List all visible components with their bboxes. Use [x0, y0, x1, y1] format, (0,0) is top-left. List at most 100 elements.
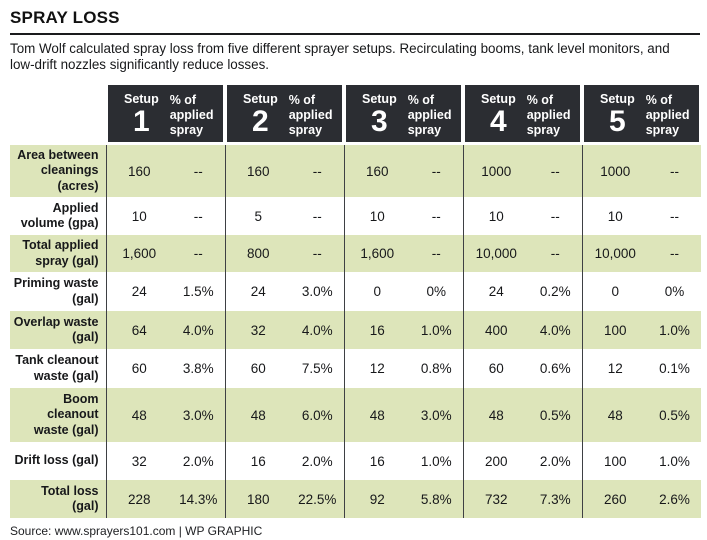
- pct-cell: 0%: [426, 284, 446, 300]
- value-cell: 800: [224, 235, 291, 273]
- pct-cell: 0.8%: [420, 361, 452, 377]
- row-label: Boom cleanout waste (gal): [33, 391, 99, 437]
- value-cell: 32: [105, 442, 172, 481]
- table-row: Total loss (gal) 228 14.3% 180 22.5% 92 5.8% 73…: [10, 480, 701, 519]
- pct-cell: 4.0%: [539, 322, 571, 338]
- pct-cell: 2.0%: [301, 453, 333, 469]
- value-cell: 10,000: [462, 235, 529, 273]
- value-cell: 1,600: [343, 235, 410, 273]
- value-cell: 16: [224, 442, 291, 481]
- table-row: Overlap waste (gal) 64 4.0% 32 4.0% 16 1.0% 400…: [10, 311, 701, 350]
- value-cell: 64: [105, 311, 172, 350]
- value-cell: 48: [224, 388, 291, 443]
- value-cell: 100: [581, 311, 648, 350]
- value-cell: 200: [462, 442, 529, 481]
- pct-of-applied-label: % of applied spray: [407, 93, 452, 138]
- setup-number: 2: [252, 104, 269, 138]
- row-label: Drift loss (gal): [14, 453, 99, 468]
- setup-2-header: Setup 2% of applied spray: [225, 85, 344, 145]
- table-row: Priming waste (gal) 24 1.5% 24 3.0% 0 0% 24 0.2%…: [10, 272, 701, 312]
- pct-cell: --: [312, 163, 322, 179]
- setup-label-group: Setup 5: [589, 93, 646, 138]
- setup-4-header: Setup 4% of applied spray: [463, 85, 582, 145]
- pct-cell: 4.0%: [301, 322, 333, 338]
- pct-cell: 2.0%: [182, 453, 214, 469]
- pct-cell: --: [193, 163, 203, 179]
- pct-cell: 3.0%: [301, 284, 333, 300]
- setup-5-header: Setup 5% of applied spray: [582, 85, 701, 145]
- setup-header-block: Setup 4% of applied spray: [465, 85, 580, 143]
- pct-cell: 0.5%: [539, 407, 571, 423]
- pct-cell: 0.1%: [659, 361, 690, 377]
- value-cell: 400: [462, 311, 529, 350]
- row-label: Applied volume (gpa): [20, 200, 99, 231]
- value-cell: 1,600: [105, 235, 172, 273]
- value-cell: 32: [224, 311, 291, 350]
- value-cell: 180: [224, 480, 291, 519]
- value-cell: 10: [105, 197, 172, 236]
- pct-cell: --: [670, 208, 679, 224]
- pct-cell: --: [550, 208, 560, 224]
- pct-of-applied-label: % of applied spray: [169, 93, 214, 138]
- pct-cell: 0%: [664, 284, 685, 300]
- source-credit: Source: www.sprayers101.com | WP GRAPHIC: [10, 524, 263, 539]
- pct-cell: 1.0%: [420, 453, 452, 469]
- pct-cell: 3.0%: [182, 407, 214, 423]
- value-cell: 160: [343, 145, 410, 198]
- value-cell: 10: [343, 197, 410, 236]
- value-cell: 48: [462, 388, 529, 443]
- setup-word: Setup: [242, 92, 278, 107]
- subtitle: Tom Wolf calculated spray loss from five…: [10, 41, 670, 73]
- value-cell: 732: [462, 480, 529, 519]
- setup-number: 1: [133, 104, 150, 138]
- table-row: Total applied spray (gal) 1,600 -- 800 -- 1,6…: [10, 235, 701, 273]
- value-cell: 48: [105, 388, 172, 443]
- row-label: Total applied spray (gal): [22, 238, 99, 268]
- pct-cell: 0.2%: [539, 284, 571, 300]
- pct-cell: --: [193, 246, 203, 262]
- value-cell: 24: [105, 272, 172, 312]
- value-cell: 10: [581, 197, 648, 236]
- setup-number: 5: [609, 104, 626, 138]
- setup-3-header: Setup 3% of applied spray: [344, 85, 463, 145]
- setup-label-group: Setup 2: [232, 93, 289, 138]
- spray-loss-table: Setup 1% of applied spray Setup 2% of appli…: [10, 85, 701, 519]
- setup-header-block: Setup 2% of applied spray: [227, 85, 342, 143]
- setup-header-block: Setup 3% of applied spray: [346, 85, 461, 143]
- pct-cell: 3.0%: [420, 407, 452, 423]
- value-cell: 10,000: [581, 235, 648, 273]
- value-cell: 24: [224, 272, 291, 312]
- value-cell: 1000: [462, 145, 529, 198]
- value-cell: 12: [581, 349, 648, 389]
- pct-of-applied-label: % of applied spray: [645, 93, 690, 138]
- value-cell: 10: [462, 197, 529, 236]
- setup-number: 3: [371, 104, 388, 138]
- value-cell: 24: [462, 272, 529, 312]
- pct-cell: --: [312, 208, 322, 224]
- pct-cell: 14.3%: [179, 491, 218, 507]
- pct-cell: 7.3%: [539, 491, 571, 507]
- value-cell: 5: [224, 197, 291, 236]
- value-cell: 160: [224, 145, 291, 198]
- value-cell: 260: [581, 480, 648, 519]
- setup-number: 4: [490, 104, 507, 138]
- setup-header-block: Setup 5% of applied spray: [584, 85, 699, 143]
- row-label: Total loss (gal): [41, 483, 99, 514]
- value-cell: 92: [343, 480, 410, 519]
- pct-cell: 2.6%: [659, 491, 690, 507]
- pct-cell: 1.0%: [659, 322, 690, 338]
- corner-cell: [10, 85, 106, 145]
- row-label: Overlap waste (gal): [13, 314, 99, 345]
- pct-cell: 1.0%: [659, 453, 690, 469]
- row-label: Priming waste (gal): [13, 276, 99, 306]
- pct-cell: 0.6%: [539, 361, 571, 377]
- value-cell: 16: [343, 311, 410, 350]
- value-cell: 48: [343, 388, 410, 443]
- pct-cell: --: [431, 208, 441, 224]
- pct-cell: 5.8%: [420, 491, 452, 507]
- setup-label-group: Setup 3: [351, 93, 408, 138]
- pct-cell: --: [431, 246, 441, 262]
- row-label: Area between cleanings (acres): [17, 147, 99, 193]
- value-cell: 60: [224, 349, 291, 389]
